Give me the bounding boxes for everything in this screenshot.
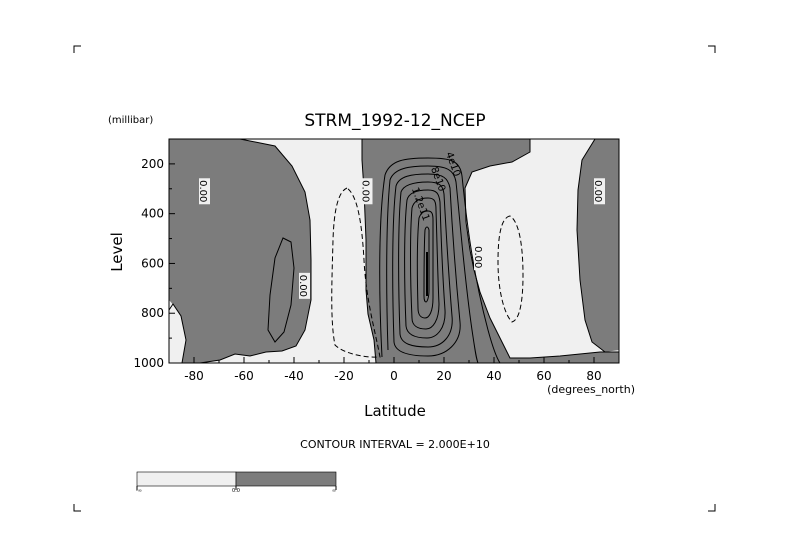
- y-tick-label: 200: [141, 157, 164, 171]
- central-cell-contours: [379, 157, 501, 363]
- svg-text:0.00: 0.00: [297, 275, 308, 297]
- svg-text:0.00: 0.00: [592, 180, 603, 202]
- plot-area: [169, 139, 619, 363]
- colorbar: -∞ 0.0 ∞: [136, 471, 337, 494]
- positive-region-north: [577, 139, 619, 352]
- colorbar-positive-swatch: [235, 471, 337, 487]
- x-tick-label: 80: [586, 369, 601, 383]
- contour-label: 0.00: [592, 178, 605, 205]
- x-tick-label: -40: [284, 369, 304, 383]
- x-tick-label: 40: [486, 369, 501, 383]
- contour-label: 0.00: [297, 272, 310, 299]
- negative-contours: [331, 187, 524, 358]
- x-tick-label: -60: [234, 369, 254, 383]
- colorbar-negative-swatch: [136, 471, 237, 487]
- y-units-label: (millibar): [108, 115, 153, 126]
- colorbar-label-min: -∞: [136, 488, 142, 494]
- negative-pocket-south: [169, 304, 186, 363]
- x-axis: -80 -60 -40 -20 0 20 40 60 80: [168, 357, 620, 383]
- x-tick-label: -20: [334, 369, 354, 383]
- x-tick-label: 0: [390, 369, 398, 383]
- y-tick-label: 400: [141, 207, 164, 221]
- y-tick-label: 600: [141, 256, 164, 270]
- y-tick-label: 1000: [133, 356, 164, 370]
- svg-text:0.00: 0.00: [197, 180, 208, 202]
- svg-text:0.00: 0.00: [360, 180, 371, 202]
- colorbar-label-zero: 0.0: [232, 488, 240, 494]
- x-tick-label: 60: [536, 369, 551, 383]
- contour-label: 0.00: [197, 178, 210, 205]
- x-axis-label: Latitude: [364, 402, 426, 420]
- y-tick-label: 800: [141, 306, 164, 320]
- x-tick-label: 20: [436, 369, 451, 383]
- zero-contours: [169, 139, 619, 363]
- svg-text:0.00: 0.00: [472, 246, 483, 268]
- contour-label: 0.00: [360, 178, 373, 205]
- colorbar-label-max: ∞: [332, 488, 336, 494]
- y-axis: 200 400 600 800 1000: [133, 138, 175, 370]
- x-units-label: (degrees_north): [547, 383, 635, 396]
- contour-south-inner: [267, 237, 295, 343]
- positive-region-south: [169, 139, 311, 363]
- contour-label: 0.00: [472, 244, 485, 271]
- crop-marks: [73, 45, 716, 512]
- x-tick-label: -80: [184, 369, 204, 383]
- positive-region-central: [362, 139, 619, 363]
- contour-interval-note: CONTOUR INTERVAL = 2.000E+10: [300, 438, 490, 451]
- chart-title: STRM_1992-12_NCEP: [304, 111, 485, 131]
- y-axis-label: Level: [108, 232, 126, 272]
